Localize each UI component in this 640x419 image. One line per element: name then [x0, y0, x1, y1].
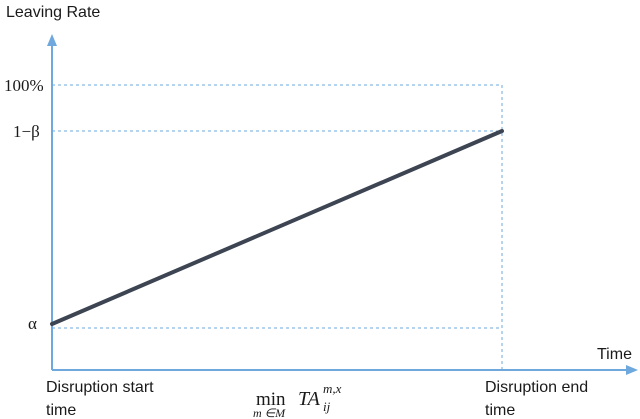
y-tick-one-minus-beta: 1−β [13, 122, 40, 141]
x-axis-arrow-icon [626, 365, 638, 375]
x-tick-min-expression: min m ∈M TA m,x ij [253, 381, 342, 419]
min-subscript: m ∈M [253, 406, 286, 419]
y-tick-alpha: α [28, 314, 37, 333]
x-axis-label: Time [597, 346, 632, 363]
y-axis-label: Leaving Rate [6, 4, 100, 21]
ta-symbol: TA [298, 388, 321, 410]
ta-subscript: ij [323, 399, 331, 414]
x-tick-start-line1: Disruption start [46, 379, 154, 396]
x-tick-start-line2: time [46, 402, 76, 419]
x-tick-end-line2: time [485, 402, 515, 419]
min-operator: min [256, 389, 286, 410]
y-axis-arrow-icon [47, 34, 57, 46]
series-line-leaving-rate [50, 129, 504, 326]
ta-superscript: m,x [323, 381, 342, 396]
x-tick-end-line1: Disruption end [485, 379, 588, 396]
y-tick-100-percent: 100% [4, 76, 44, 95]
